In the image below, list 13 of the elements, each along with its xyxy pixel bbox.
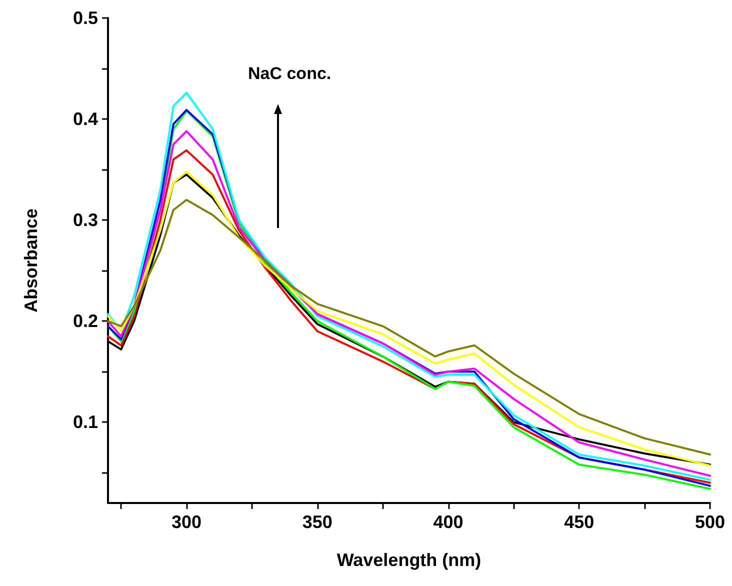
y-tick-label: 0.2 (72, 311, 98, 332)
x-tick-label: 300 (172, 512, 202, 532)
y-tick-label: 0.5 (72, 8, 98, 28)
x-tick-label: 350 (302, 512, 332, 532)
x-axis-title: Wavelength (nm) (336, 550, 482, 570)
y-axis-title: Absorbance (21, 208, 41, 313)
x-tick-label: 450 (564, 512, 594, 532)
annotation: NaC conc. (248, 64, 332, 84)
x-tick-label: 500 (694, 512, 726, 532)
y-tick-label: 0.4 (72, 109, 98, 130)
y-tick-label: 0.3 (72, 210, 98, 230)
y-tick-label: 0.1 (72, 412, 98, 432)
x-tick-label: 400 (433, 512, 464, 532)
